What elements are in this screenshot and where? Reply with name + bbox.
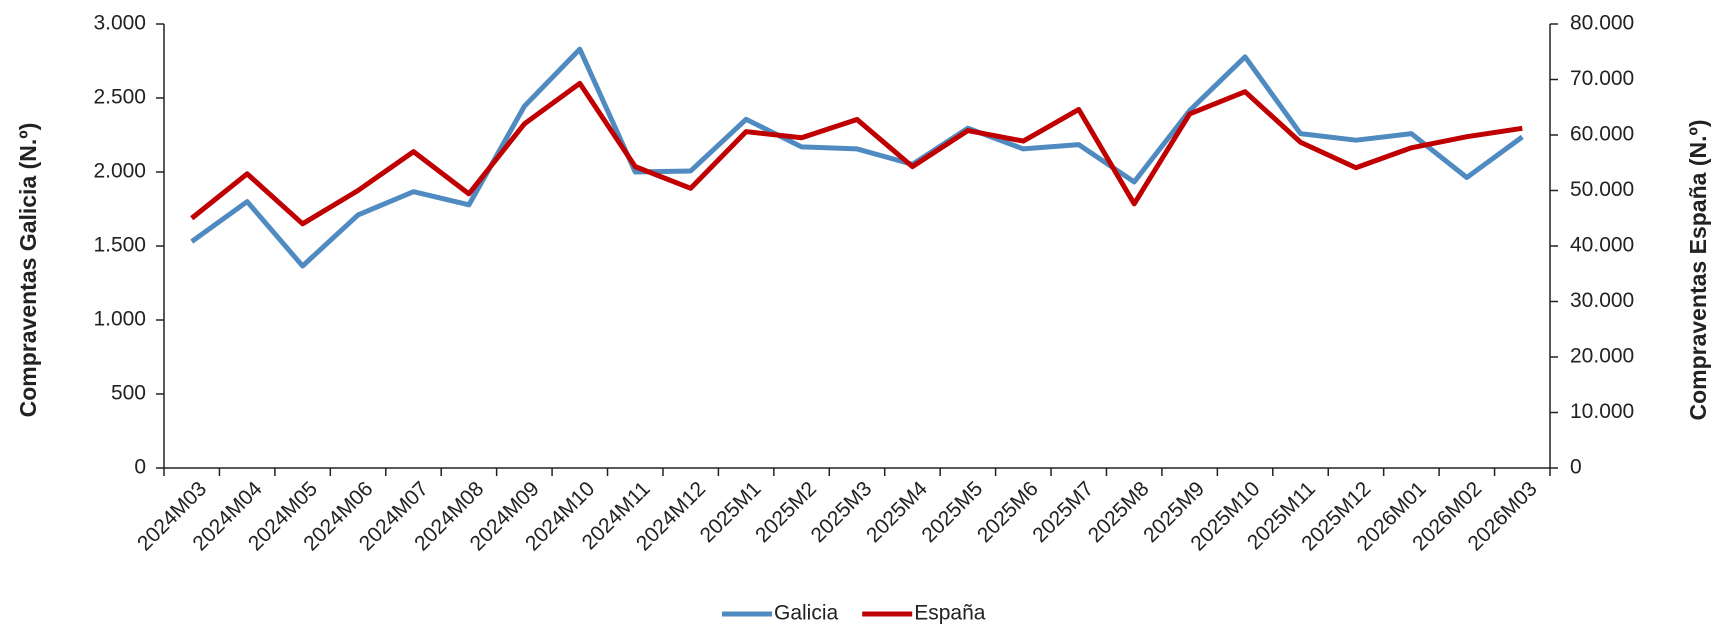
y-tick-label: 0 — [134, 456, 146, 479]
y2-tick-label: 20.000 — [1570, 345, 1634, 368]
y-tick-label: 3.000 — [93, 12, 146, 35]
series-line — [190, 46, 1524, 269]
y2-tick-label: 40.000 — [1570, 234, 1634, 257]
y-tick-label: 2.500 — [93, 86, 146, 109]
legend-label: Galicia — [774, 602, 839, 625]
legend-label: España — [914, 602, 986, 625]
y2-tick-label: 60.000 — [1570, 123, 1634, 146]
x-tick-label: 2025M8 — [1084, 477, 1154, 547]
x-tick-label: 2025M5 — [917, 477, 987, 547]
x-tick-label: 2025M4 — [862, 477, 932, 547]
x-tick-label: 2025M6 — [973, 477, 1043, 547]
y2-tick-label: 0 — [1570, 456, 1582, 479]
y2-tick-label: 80.000 — [1570, 12, 1634, 35]
y-tick-label: 2.000 — [93, 160, 146, 183]
series-line — [190, 80, 1523, 227]
x-tick-label: 2025M2 — [751, 477, 821, 547]
y2-tick-label: 10.000 — [1570, 400, 1634, 423]
y-tick-label: 500 — [111, 382, 146, 405]
x-tick-label: 2025M3 — [807, 477, 877, 547]
y2-tick-label: 50.000 — [1570, 178, 1634, 201]
x-tick-label: 2025M7 — [1028, 477, 1098, 547]
y-tick-label: 1.500 — [93, 234, 146, 257]
y2-axis-title: Compraventas España (N.º) — [1685, 119, 1711, 420]
x-tick-label: 2025M1 — [696, 477, 766, 547]
y-tick-label: 1.000 — [93, 308, 146, 331]
y2-tick-label: 30.000 — [1570, 289, 1634, 312]
y2-tick-label: 70.000 — [1570, 67, 1634, 90]
y-axis-title: Compraventas Galicia (N.º) — [15, 123, 41, 418]
